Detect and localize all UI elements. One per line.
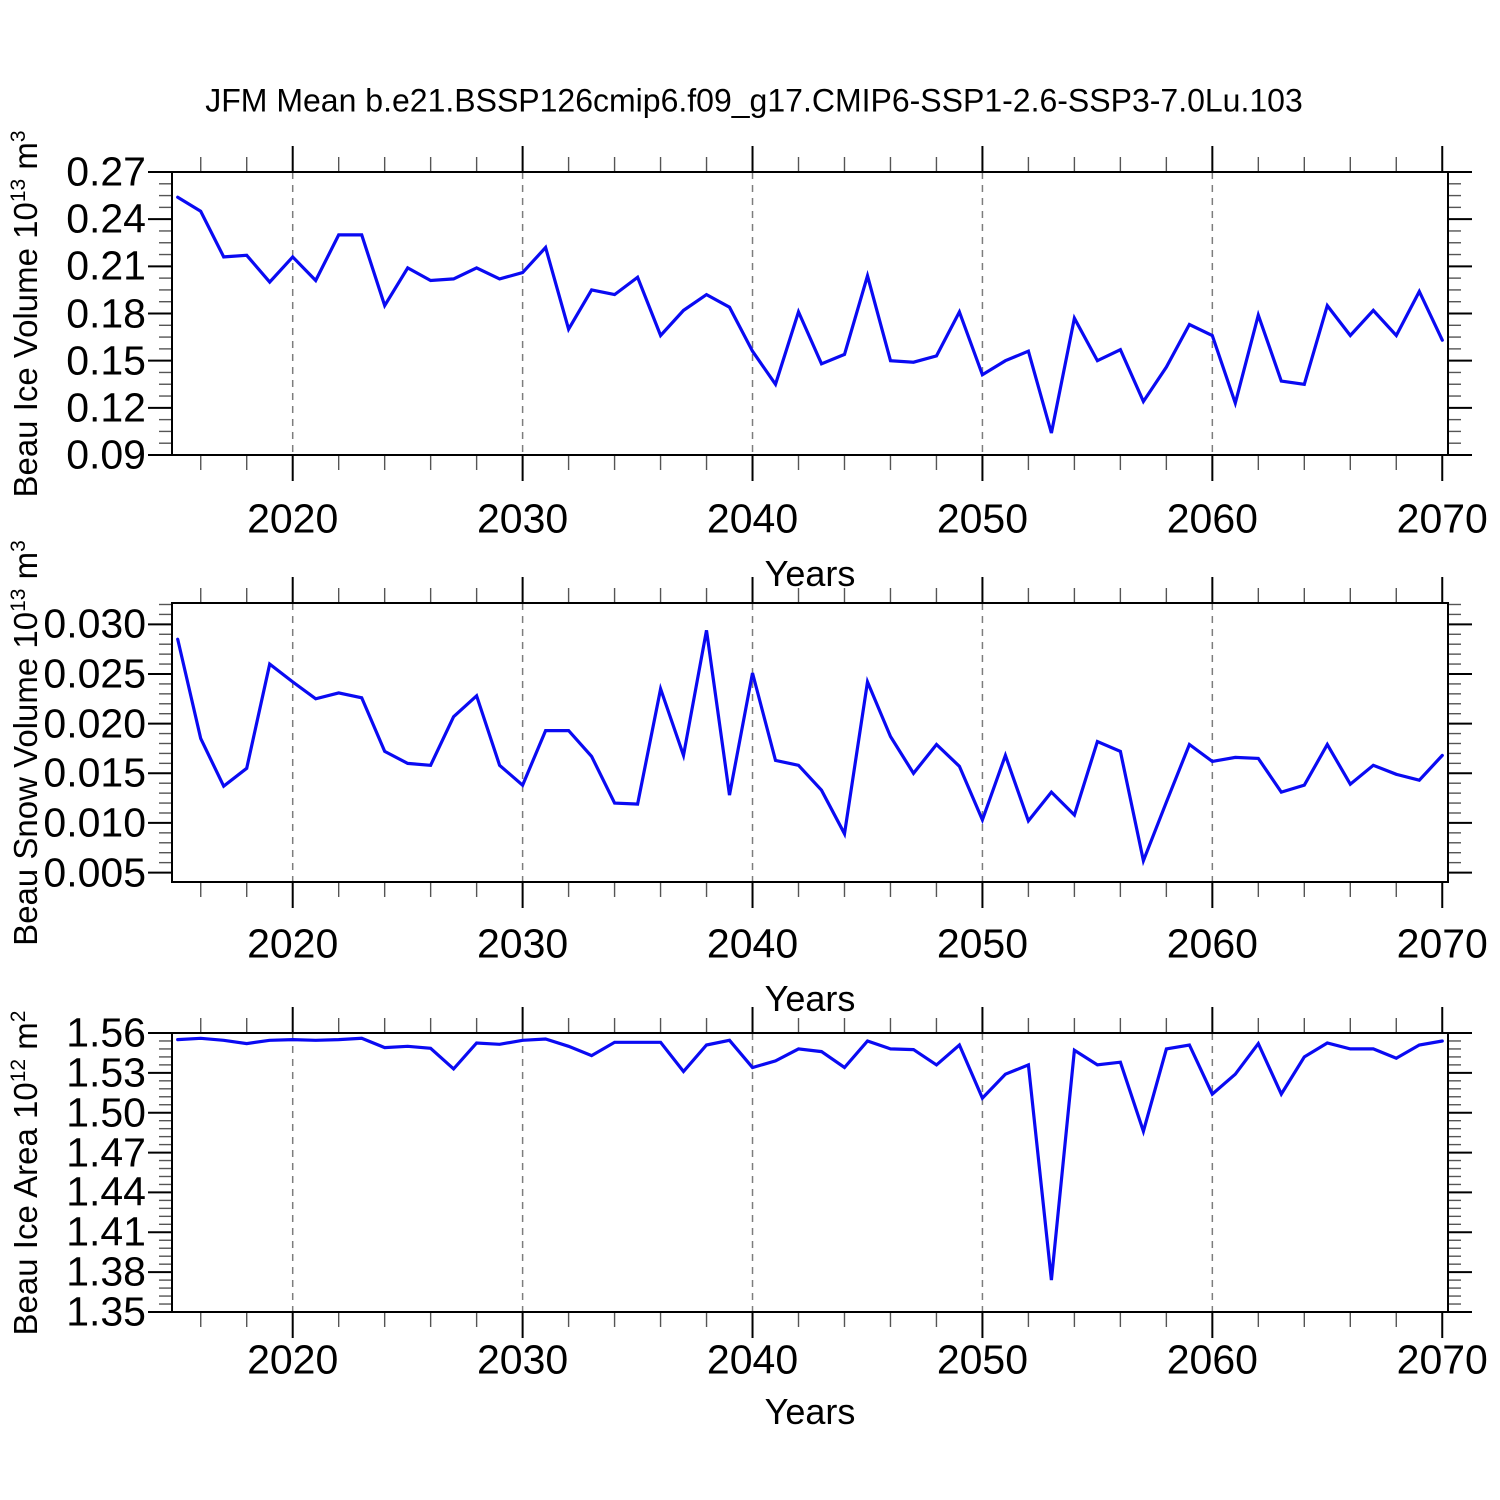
y-tick-label: 0.27: [66, 148, 146, 195]
superscript: 3: [7, 129, 30, 142]
y-axis-title-text: m: [7, 1021, 44, 1059]
panel-frame: [171, 171, 1449, 456]
x-tick-label: 2030: [477, 1336, 569, 1383]
y-axis-title-text: Beau Snow Volume 10: [7, 611, 44, 946]
data-line: [176, 1036, 1444, 1281]
y-tick-label: 0.12: [66, 384, 146, 431]
x-tick-label: 2020: [247, 920, 339, 967]
y-axis-title-text: Beau Ice Area 10: [7, 1081, 44, 1335]
x-axis-title: Years: [764, 553, 856, 594]
superscript: 13: [7, 178, 30, 202]
y-tick-label: 0.005: [43, 849, 146, 896]
y-tick-label: 0.21: [66, 242, 146, 289]
x-tick-label: 2020: [247, 495, 339, 542]
x-tick-label: 2070: [1396, 495, 1488, 542]
y-tick-label: 0.09: [66, 431, 146, 478]
x-tick-label: 2050: [936, 1336, 1029, 1383]
y-tick-label: 0.015: [43, 749, 146, 796]
y-tick-label: 0.020: [43, 700, 146, 747]
x-axis-title: Years: [764, 978, 856, 1019]
y-tick-label: 1.41: [66, 1208, 146, 1255]
y-axis-title-text: m: [7, 141, 44, 179]
y-tick-label: 1.56: [66, 1009, 146, 1056]
chart-title: JFM Mean b.e21.BSSP126cmip6.f09_g17.CMIP…: [205, 82, 1303, 119]
x-tick-label: 2040: [706, 495, 799, 542]
x-tick-label: 2020: [247, 1336, 339, 1383]
panel-frame: [171, 602, 1449, 883]
x-tick-label: 2050: [936, 920, 1029, 967]
y-axis-title: Beau Snow Volume 1013 m3: [7, 540, 45, 946]
data-line: [176, 630, 1444, 867]
x-tick-label: 2070: [1396, 920, 1488, 967]
y-axis-title: Beau Ice Volume 1013 m3: [7, 130, 45, 497]
y-tick-label: 1.47: [66, 1129, 146, 1176]
x-tick-label: 2040: [706, 1336, 799, 1383]
x-tick-label: 2040: [706, 920, 799, 967]
superscript: 3: [7, 539, 30, 552]
y-tick-label: 0.010: [43, 799, 146, 846]
y-axis-title-text: Beau Ice Volume 10: [7, 201, 44, 498]
panel-frame: [171, 1032, 1449, 1313]
x-tick-label: 2060: [1166, 495, 1258, 542]
superscript: 2: [7, 1010, 30, 1022]
x-tick-label: 2050: [936, 495, 1029, 542]
y-axis-title: Beau Ice Area 1012 m2: [7, 1010, 45, 1335]
x-axis-title: Years: [764, 1391, 856, 1432]
y-tick-label: 0.030: [43, 600, 146, 647]
x-tick-label: 2060: [1166, 920, 1258, 967]
y-tick-label: 1.53: [66, 1049, 146, 1096]
data-line: [176, 195, 1444, 434]
y-tick-label: 1.50: [66, 1089, 146, 1136]
y-tick-label: 0.24: [66, 195, 146, 242]
y-axis-title-text: m: [7, 551, 44, 589]
y-tick-label: 0.18: [66, 290, 146, 336]
x-tick-label: 2070: [1396, 1336, 1488, 1383]
y-tick-label: 1.35: [66, 1288, 146, 1335]
x-tick-label: 2030: [477, 495, 569, 542]
y-tick-label: 1.44: [66, 1168, 146, 1215]
y-tick-label: 0.15: [66, 337, 146, 384]
superscript: 12: [7, 1058, 30, 1082]
y-tick-label: 0.025: [43, 650, 146, 697]
y-tick-label: 1.38: [66, 1248, 146, 1295]
superscript: 13: [7, 588, 30, 612]
x-tick-label: 2030: [477, 920, 569, 967]
x-tick-label: 2060: [1166, 1336, 1258, 1383]
